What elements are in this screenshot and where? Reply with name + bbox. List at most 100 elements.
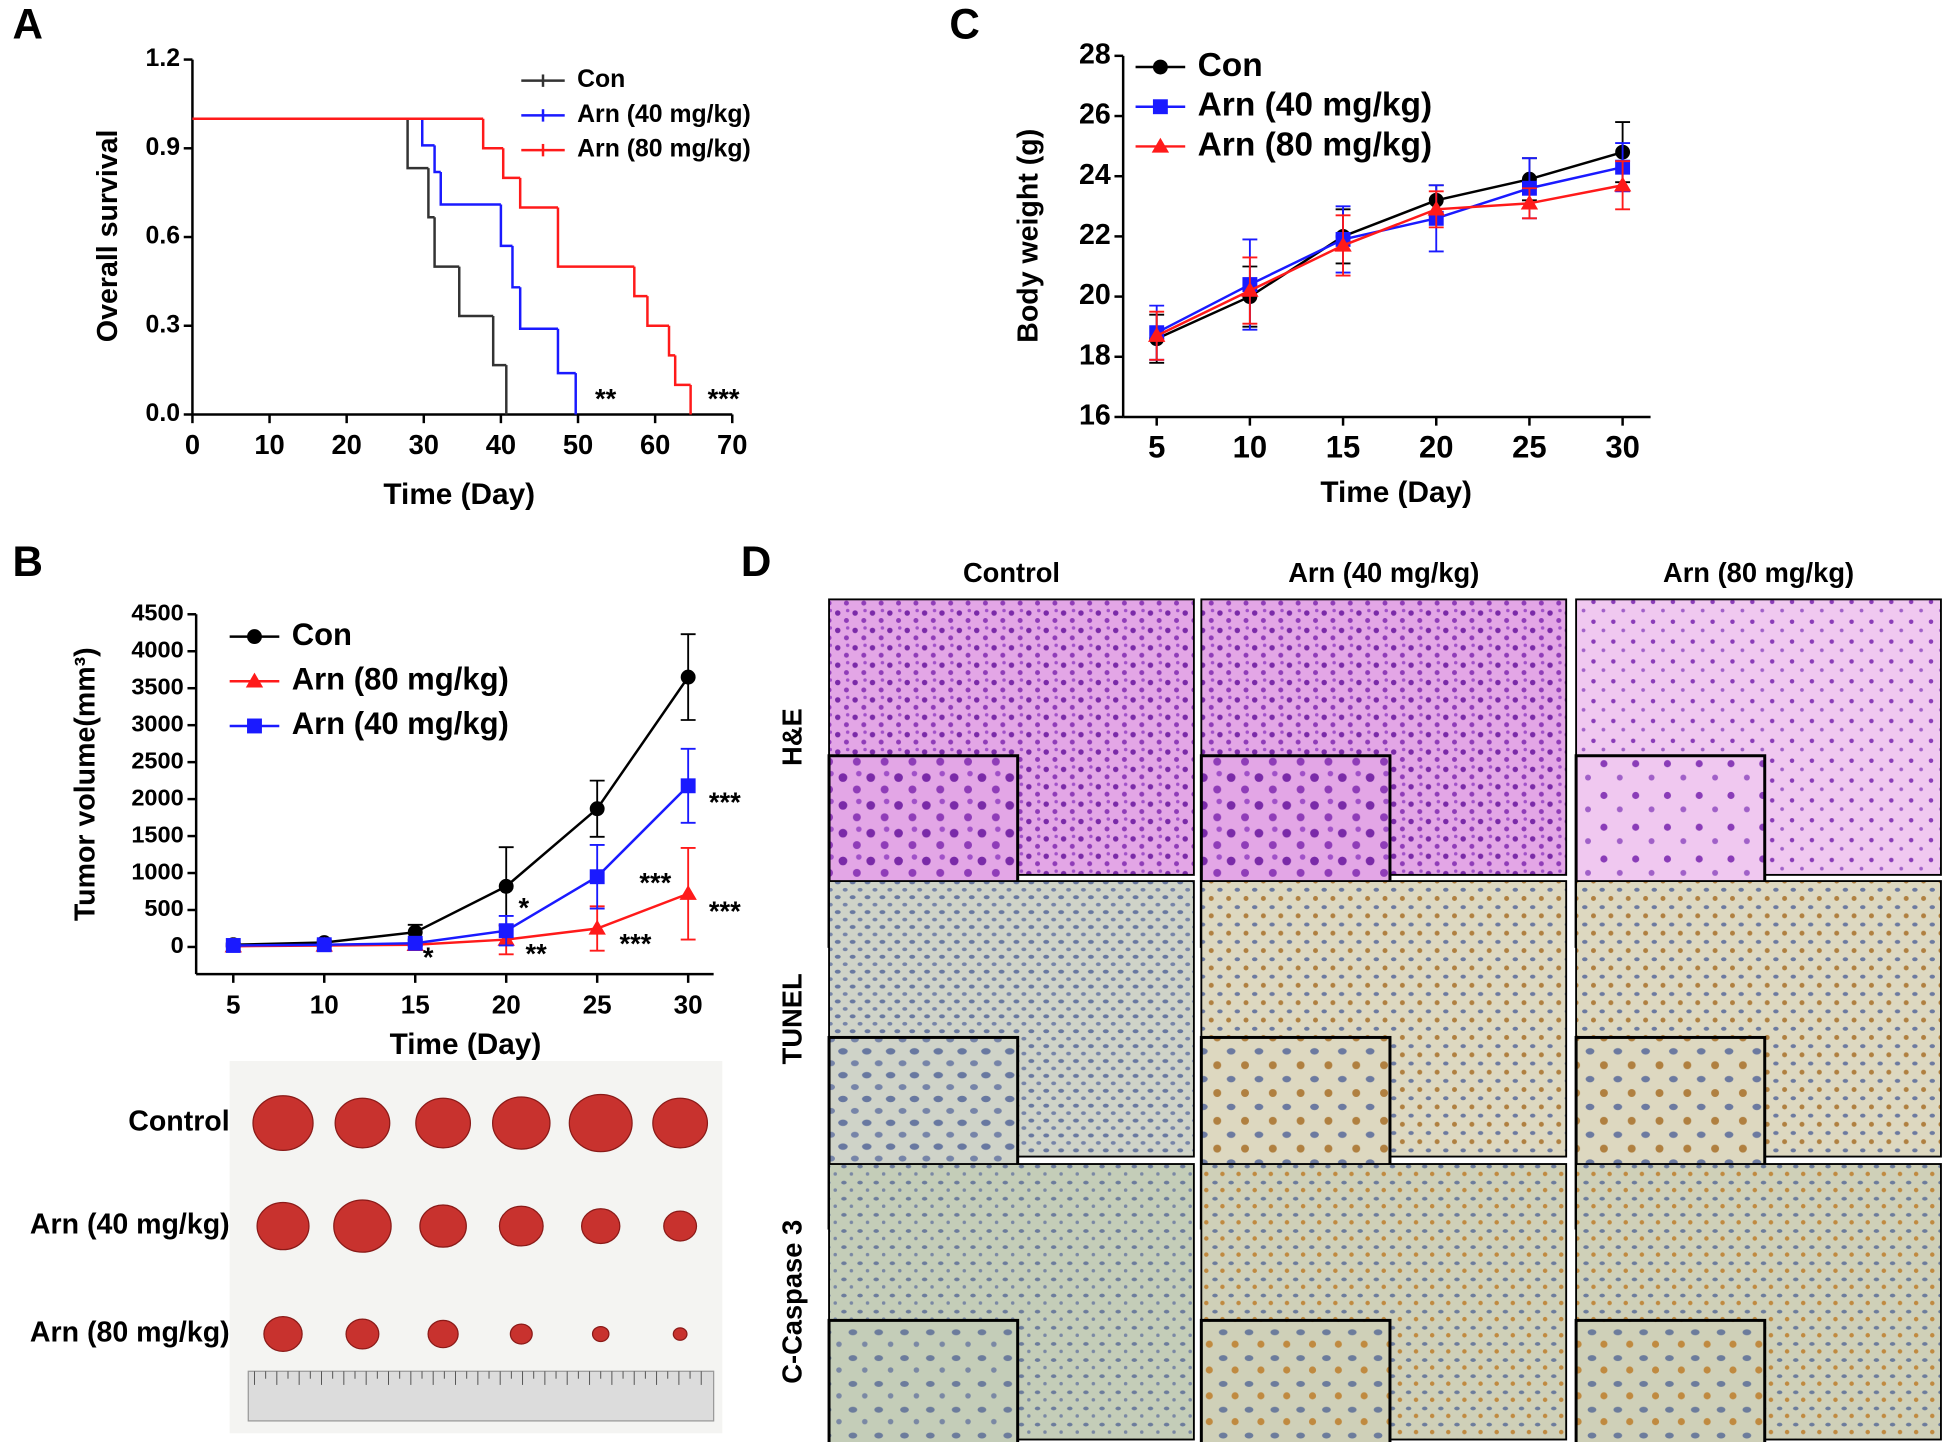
series-line [1156, 165, 1623, 334]
x-tick-label: 5 [1148, 429, 1165, 464]
survival-step [511, 245, 521, 289]
x-tick-label: 25 [583, 989, 612, 1019]
tumor [509, 1323, 533, 1345]
y-tick-label: 500 [144, 895, 183, 921]
annotation: ** [595, 383, 617, 414]
legend-marker [1152, 59, 1168, 75]
survival-step [421, 118, 435, 147]
legend-label: Arn (80 mg/kg) [577, 136, 751, 163]
y-tick-label: 1.2 [146, 45, 180, 72]
panel-label: D [741, 538, 771, 585]
y-tick-label: 24 [1079, 159, 1111, 191]
annotation: * [423, 941, 434, 972]
x-tick-label: 40 [486, 429, 516, 460]
x-tick-label: 70 [717, 429, 747, 460]
annotation: *** [709, 786, 741, 817]
micrograph-inset [1199, 1318, 1392, 1442]
y-tick-label: 2000 [131, 784, 183, 810]
tumor [663, 1210, 698, 1242]
marker [498, 878, 514, 894]
y-tick-label: 16 [1079, 400, 1111, 432]
marker [316, 937, 332, 953]
marker [1334, 236, 1352, 252]
annotation: *** [639, 867, 671, 898]
legend-marker [1152, 99, 1168, 115]
panel-label: B [12, 538, 42, 585]
y-tick-label: 0.0 [146, 400, 180, 427]
tumor [591, 1325, 610, 1343]
annotation: ** [526, 938, 548, 969]
tumor [492, 1096, 551, 1150]
survival-step [458, 266, 494, 318]
marker [679, 885, 697, 900]
marker [589, 801, 605, 817]
tumor [427, 1319, 459, 1349]
x-tick-label: 60 [640, 429, 670, 460]
column-label: Arn (80 mg/kg) [1663, 557, 1854, 588]
x-tick-label: 30 [674, 989, 703, 1019]
legend-marker [247, 629, 262, 645]
ruler [247, 1370, 715, 1422]
x-tick-label: 0 [185, 429, 200, 460]
x-tick-label: 10 [254, 429, 284, 460]
marker [1148, 327, 1166, 342]
survival-step [481, 118, 504, 150]
marker [1241, 281, 1259, 297]
survival-step [501, 148, 521, 180]
y-tick-label: 20 [1079, 279, 1111, 311]
row-label: H&E [777, 708, 808, 766]
tumor [580, 1208, 621, 1245]
y-axis-label: Body weight (g) [1013, 129, 1045, 343]
column-label: Control [963, 557, 1060, 588]
survival-step [433, 145, 441, 174]
tumor [333, 1199, 392, 1253]
survival-step [646, 296, 670, 327]
x-tick-label: 25 [1512, 429, 1547, 464]
tumor [652, 1097, 709, 1149]
survival-step [406, 118, 429, 170]
legend-label: Arn (40 mg/kg) [577, 101, 751, 128]
x-axis-label: Time (Day) [1320, 476, 1472, 509]
legend-label: Arn (40 mg/kg) [292, 706, 509, 741]
y-tick-label: 0.3 [146, 311, 180, 338]
tumor [252, 1095, 314, 1151]
series-line [1156, 184, 1623, 337]
survival-step [499, 204, 513, 248]
y-tick-label: 0 [171, 932, 184, 958]
x-axis-label: Time (Day) [383, 478, 535, 511]
survival-step [667, 325, 676, 357]
tumor [568, 1093, 633, 1153]
legend-label: Con [577, 66, 625, 93]
y-axis-label: Overall survival [92, 130, 124, 343]
tumor [334, 1097, 391, 1149]
x-tick-label: 30 [409, 429, 439, 460]
y-tick-label: 2500 [131, 747, 183, 773]
series-line [233, 784, 690, 947]
marker [588, 919, 606, 935]
panel-label: C [949, 0, 979, 47]
marker [407, 935, 423, 951]
micrograph-inset [1574, 1318, 1767, 1442]
x-tick-label: 20 [331, 429, 361, 460]
legend-label: Con [292, 617, 352, 652]
series-line [233, 676, 690, 946]
x-axis-label: Time (Day) [390, 1028, 542, 1061]
x-tick-label: 15 [401, 989, 430, 1019]
row-label: TUNEL [777, 973, 808, 1064]
tumor [419, 1204, 467, 1248]
marker [1427, 200, 1445, 216]
x-tick-label: 15 [1326, 429, 1361, 464]
x-tick-label: 5 [226, 989, 241, 1019]
y-tick-label: 0.9 [146, 134, 180, 161]
row-label: Control [128, 1106, 229, 1138]
legend-marker [1151, 137, 1170, 153]
legend-label: Arn (80 mg/kg) [292, 661, 509, 696]
marker [1520, 194, 1539, 210]
row-label: Arn (40 mg/kg) [30, 1209, 230, 1241]
survival-step [673, 355, 691, 387]
y-tick-label: 1500 [131, 821, 183, 847]
legend-marker [247, 718, 262, 734]
tumor [672, 1327, 688, 1341]
